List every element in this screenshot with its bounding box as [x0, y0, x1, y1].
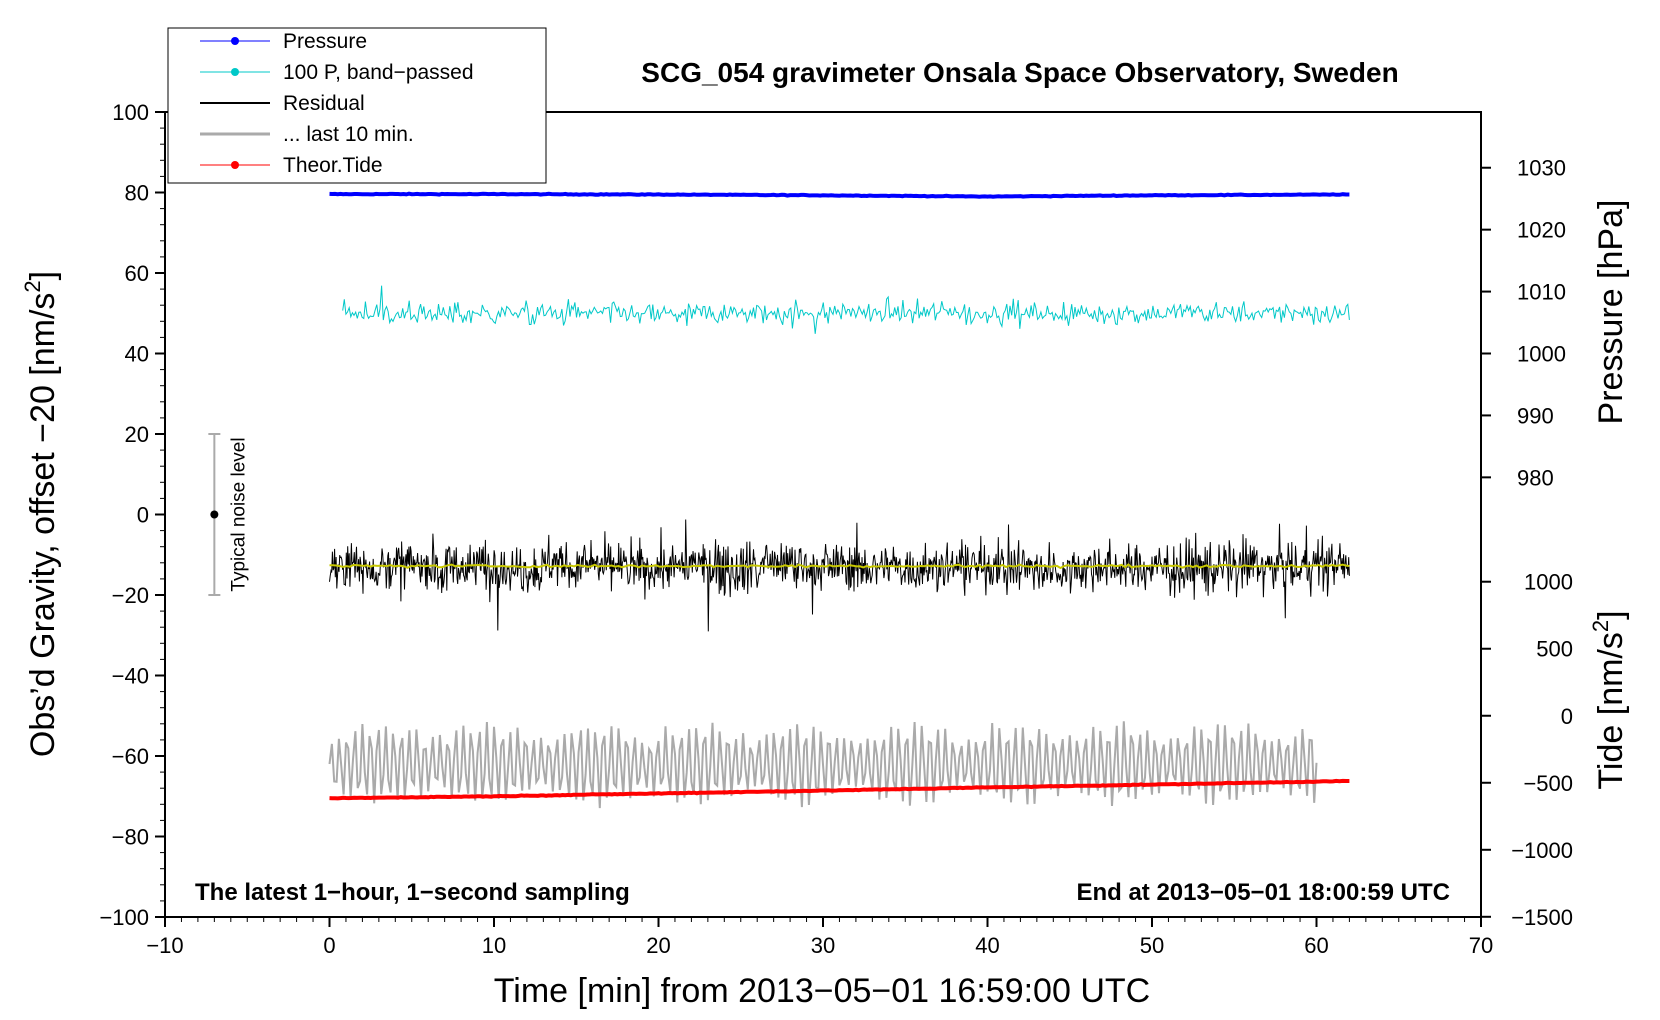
series-last10min-line — [328, 721, 1318, 809]
tick-labels: −10 0 10 20 30 40 50 60 70100806040200−20−40−60−… — [99, 100, 1573, 958]
y-tick-label: 0 — [137, 503, 149, 528]
x-axis-label: Time [min] from 2013−05−01 16:59:00 UTC — [494, 972, 1150, 1010]
x-tick-label: 30 — [811, 933, 835, 958]
y-tick-label: 40 — [125, 342, 149, 367]
y-tick-label: 60 — [125, 261, 149, 286]
legend-label-0: Pressure — [283, 30, 367, 53]
y-tick-label: −80 — [112, 825, 149, 850]
tide-tick-label: 500 — [1536, 637, 1573, 662]
y-axis-label-tide: Tide [nm/s2] — [1588, 610, 1630, 789]
legend-box — [167, 27, 547, 184]
x-tick-label: −10 — [146, 933, 183, 958]
x-tick-label: 40 — [975, 933, 999, 958]
pressure-tick-label: 980 — [1517, 465, 1554, 490]
legend-marker-1 — [231, 68, 239, 76]
y-tick-label: −20 — [112, 583, 149, 608]
y-tick-label: 20 — [125, 422, 149, 447]
annotation-end-time: End at 2013−05−01 18:00:59 UTC — [1076, 879, 1450, 906]
y-tick-label: −60 — [112, 744, 149, 769]
y-axis-label-pressure: Pressure [hPa] — [1592, 200, 1630, 425]
x-tick-label: 60 — [1304, 933, 1328, 958]
x-tick-label: 70 — [1469, 933, 1493, 958]
tide-tick-label: 0 — [1561, 704, 1573, 729]
x-tick-label: 20 — [646, 933, 670, 958]
legend-label-1: 100 P, band−passed — [283, 61, 474, 84]
series-bandpassed-line — [342, 285, 1350, 334]
y-tick-label: −100 — [99, 905, 149, 930]
series-residual-line — [329, 519, 1350, 632]
legend-marker-4 — [231, 161, 239, 169]
tide-tick-label: −500 — [1523, 771, 1573, 796]
legend: Pressure 100 P, band−passed Residual ... la… — [167, 27, 547, 184]
tide-tick-label: −1000 — [1511, 838, 1573, 863]
noise-bar-center-dot — [210, 510, 219, 519]
noise-level-indicator: Typical noise level — [208, 433, 249, 596]
series-0-line — [329, 191, 1350, 199]
legend-label-3: ... last 10 min. — [283, 123, 414, 146]
tick-marks — [155, 111, 1491, 927]
legend-label-4: Theor.Tide — [283, 154, 383, 177]
x-tick-label: 50 — [1140, 933, 1164, 958]
y-axis-label-left: Obs’d Gravity, offset −20 [nm/s2] — [20, 271, 62, 757]
y-tick-label: −40 — [112, 664, 149, 689]
tide-tick-label: −1500 — [1511, 905, 1573, 930]
series-smoothed-line — [329, 563, 1350, 570]
legend-marker-0 — [231, 37, 239, 45]
legend-label-2: Residual — [283, 92, 365, 115]
pressure-tick-label: 1010 — [1517, 280, 1566, 305]
y-tick-label: 100 — [112, 100, 149, 125]
series-4-line — [329, 778, 1350, 801]
pressure-tick-label: 1030 — [1517, 156, 1566, 181]
x-tick-label: 10 — [482, 933, 506, 958]
x-tick-label: 0 — [323, 933, 335, 958]
chart-title: SCG_054 gravimeter Onsala Space Observat… — [641, 57, 1398, 88]
y-tick-label: 80 — [125, 181, 149, 206]
annotation-sampling: The latest 1−hour, 1−second sampling — [195, 879, 630, 906]
pressure-tick-label: 990 — [1517, 403, 1554, 428]
noise-bar-label: Typical noise level — [228, 437, 249, 591]
tide-tick-label: 1000 — [1524, 570, 1573, 595]
series-layer — [328, 191, 1350, 809]
pressure-tick-label: 1020 — [1517, 218, 1566, 243]
pressure-tick-label: 1000 — [1517, 342, 1566, 367]
